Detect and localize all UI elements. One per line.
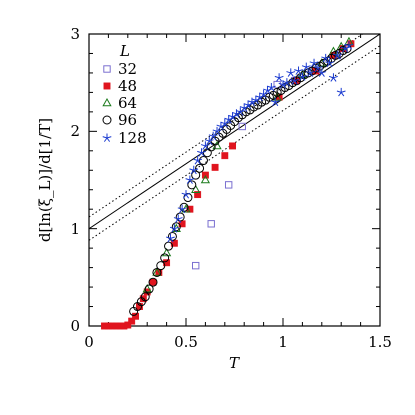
data-point [325,58,334,68]
data-point [282,78,292,87]
data-point [272,92,282,101]
data-point [224,181,233,189]
series-64 [142,36,354,293]
data-point [278,80,288,89]
data-point [128,317,136,325]
data-point [173,214,183,223]
data-point [191,170,201,180]
data-point [204,136,214,146]
plot-frame [88,33,381,327]
data-point [290,76,300,85]
legend-marker [103,82,111,90]
x-tick-label: 1.5 [368,333,392,351]
data-point [274,73,284,82]
data-point [229,142,237,150]
data-point [270,97,280,107]
data-point [191,184,201,194]
series-128 [166,41,354,243]
data-point [238,122,246,131]
data-point [273,80,281,89]
data-point [317,68,327,77]
data-point [332,50,342,60]
data-point [177,204,187,214]
data-point [309,58,319,68]
y-tick-label: 3 [70,25,80,43]
tick-labels: 0 0.5 1 1.5 0 1 2 3 [70,25,391,351]
series-96 [129,44,352,316]
data-point [189,165,199,175]
data-point [169,224,179,233]
legend-label: 96 [118,111,137,129]
data-point [297,72,307,81]
data-point [156,261,166,271]
data-point [148,277,158,287]
data-point [166,233,175,243]
data-point [181,190,191,199]
legend-marker [102,133,112,142]
data-point [197,148,206,157]
y-tick-label: 0 [70,317,80,335]
data-point [329,73,338,82]
x-tick-label: 0 [84,333,94,351]
data-point [152,267,162,277]
data-point [212,126,222,136]
data-point [321,53,331,63]
data-point [294,66,303,75]
legend: L 32 48 64 96 128 [102,42,147,147]
y-axis-title: d[ln(ξ_L)]/d[1/T] [36,118,54,242]
data-point [164,241,174,251]
data-point [185,175,195,184]
data-point [193,156,203,165]
data-point [124,321,132,329]
data-point [286,68,296,77]
legend-title: L [119,42,130,60]
y-tick-label: 1 [70,220,80,238]
data-point [161,247,172,257]
data-point [140,292,150,302]
data-point [195,163,205,173]
data-point [152,267,162,276]
data-point [221,152,229,160]
data-point [139,295,147,303]
data-point [208,131,218,141]
data-point [144,284,154,294]
y-tick-label: 2 [70,122,80,140]
data-point [149,278,157,286]
legend-marker [102,115,112,125]
data-point [305,68,315,77]
x-tick-label: 1 [278,333,288,351]
data-point [187,180,197,190]
x-axis-title: T [229,354,240,372]
series-48 [101,40,355,330]
data-point [247,97,257,107]
legend-label: 32 [118,60,137,78]
data-point [232,109,241,118]
data-point [192,261,200,270]
data-point [132,312,140,320]
data-point [200,174,211,184]
series-32 [192,51,342,270]
data-point [160,253,170,263]
data-point [200,141,210,150]
x-tick-label: 0.5 [174,333,198,351]
data-point [313,63,323,73]
legend-marker [103,65,111,73]
data-point [344,41,354,50]
data-point [211,163,219,171]
legend-marker [102,97,112,107]
data-point [336,87,346,97]
data-point [194,191,202,199]
data-series [101,36,355,330]
data-point [301,62,311,72]
data-point [207,220,215,228]
data-point [266,83,276,92]
legend-label: 48 [118,77,137,95]
legend-label: 128 [118,129,147,147]
legend-label: 64 [118,94,137,112]
data-point [198,156,208,166]
